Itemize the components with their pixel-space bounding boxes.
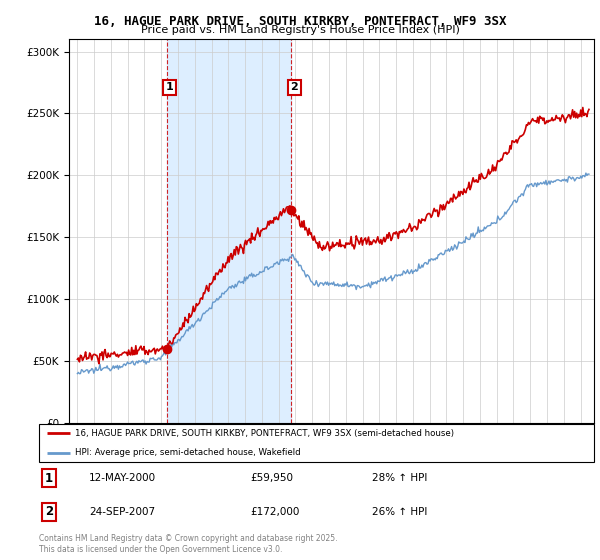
Text: 12-MAY-2000: 12-MAY-2000 xyxy=(89,473,156,483)
Text: 1: 1 xyxy=(166,82,173,92)
Text: 16, HAGUE PARK DRIVE, SOUTH KIRKBY, PONTEFRACT, WF9 3SX (semi-detached house): 16, HAGUE PARK DRIVE, SOUTH KIRKBY, PONT… xyxy=(75,428,454,437)
Text: 28% ↑ HPI: 28% ↑ HPI xyxy=(372,473,427,483)
Bar xyxy=(167,39,291,423)
Text: £59,950: £59,950 xyxy=(250,473,293,483)
Text: Contains HM Land Registry data © Crown copyright and database right 2025.
This d: Contains HM Land Registry data © Crown c… xyxy=(39,534,337,554)
Text: 26% ↑ HPI: 26% ↑ HPI xyxy=(372,507,427,517)
Text: 16, HAGUE PARK DRIVE, SOUTH KIRKBY, PONTEFRACT, WF9 3SX: 16, HAGUE PARK DRIVE, SOUTH KIRKBY, PONT… xyxy=(94,15,506,27)
Text: 24-SEP-2007: 24-SEP-2007 xyxy=(89,507,155,517)
Text: £172,000: £172,000 xyxy=(250,507,299,517)
Text: 2: 2 xyxy=(45,506,53,519)
Text: Price paid vs. HM Land Registry's House Price Index (HPI): Price paid vs. HM Land Registry's House … xyxy=(140,25,460,35)
Text: 2: 2 xyxy=(290,82,298,92)
Text: 1: 1 xyxy=(45,472,53,484)
FancyBboxPatch shape xyxy=(39,424,594,462)
Text: HPI: Average price, semi-detached house, Wakefield: HPI: Average price, semi-detached house,… xyxy=(75,449,301,458)
